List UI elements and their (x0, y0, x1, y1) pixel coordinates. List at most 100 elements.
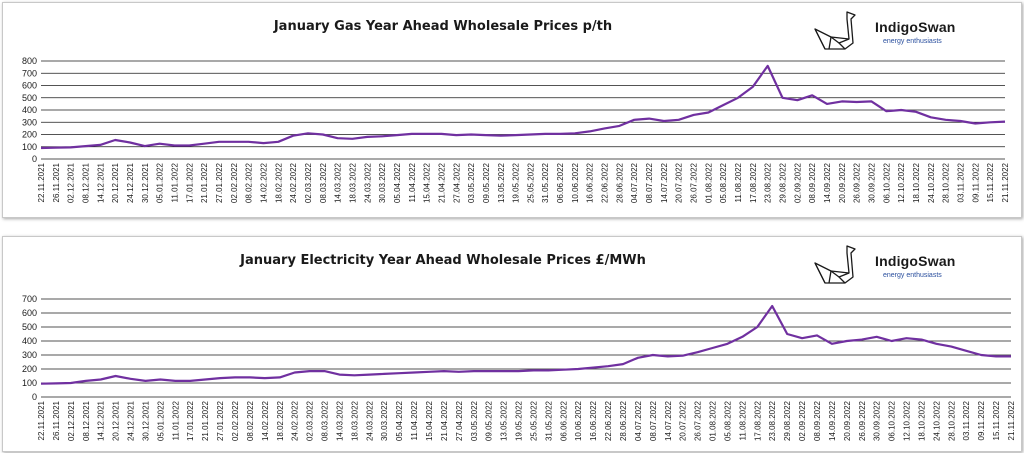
x-tick-label: 24.10.2022 (932, 400, 941, 441)
x-tick-label: 26.11.2021 (52, 162, 61, 202)
x-tick-label: 27.04.2022 (455, 400, 464, 441)
x-tick-label: 09.05.2022 (482, 162, 491, 203)
x-tick-label: 16.06.2022 (589, 400, 598, 441)
x-tick-label: 01.08.2022 (704, 162, 713, 203)
x-tick-label: 24.10.2022 (927, 162, 936, 203)
x-tick-label: 14.07.2022 (664, 400, 673, 441)
x-tick-label: 15.04.2022 (423, 162, 432, 203)
x-tick-label: 02.09.2022 (798, 400, 807, 441)
x-tick-label: 27.04.2022 (452, 162, 461, 203)
y-tick-label: 700 (22, 294, 37, 304)
x-tick-label: 05.08.2022 (719, 162, 728, 203)
x-tick-label: 31.05.2022 (544, 400, 553, 441)
x-tick-label: 18.10.2022 (917, 400, 926, 441)
x-tick-label: 08.07.2022 (649, 400, 658, 441)
x-tick-label: 18.02.2022 (276, 400, 285, 441)
y-tick-label: 100 (22, 142, 37, 152)
y-tick-label: 200 (22, 130, 37, 140)
x-tick-label: 04.07.2022 (630, 162, 639, 203)
x-tick-label: 18.10.2022 (912, 162, 921, 203)
chart-plot: 0 100 200 300 400 500 600 700 800 22.11.2021 26.11… (22, 56, 1010, 203)
x-tick-label: 26.07.2022 (694, 400, 703, 441)
x-tick-label: 10.06.2022 (571, 162, 580, 203)
x-tick-label: 14.09.2022 (828, 400, 837, 441)
x-tick-label: 03.05.2022 (467, 162, 476, 203)
x-tick-label: 27.01.2022 (216, 400, 225, 441)
x-tick-label: 19.05.2022 (515, 400, 524, 441)
x-tick-label: 21.01.2022 (200, 162, 209, 203)
x-tick-label: 05.01.2022 (156, 400, 165, 441)
x-tick-label: 30.03.2022 (380, 400, 389, 441)
y-tick-label: 0 (32, 392, 37, 402)
x-tick-label: 13.05.2022 (497, 162, 506, 203)
x-tick-label: 17.08.2022 (749, 162, 758, 203)
x-tick-label: 21.04.2022 (437, 162, 446, 203)
x-tick-label: 22.11.2021 (37, 162, 46, 202)
gas-price-chart: January Gas Year Ahead Wholesale Prices … (2, 2, 1022, 218)
x-tick-label: 21.11.2022 (1007, 400, 1016, 440)
x-tick-label: 24.03.2022 (363, 162, 372, 203)
logo-name: IndigoSwan (875, 19, 956, 35)
x-tick-label: 28.10.2022 (947, 400, 956, 441)
x-tick-label: 06.10.2022 (888, 400, 897, 441)
x-tick-label: 29.08.2022 (783, 400, 792, 441)
series-line (40, 304, 1011, 385)
x-tick-label: 03.11.2022 (962, 400, 971, 440)
x-tick-label: 08.03.2022 (319, 162, 328, 203)
x-tick-label: 20.09.2022 (838, 162, 847, 203)
y-tick-label: 300 (22, 350, 37, 360)
x-tick-label: 26.11.2021 (52, 400, 61, 440)
x-tick-label: 17.08.2022 (753, 400, 762, 441)
x-tick-label: 15.11.2022 (986, 162, 995, 202)
x-tick-label: 31.05.2022 (541, 162, 550, 203)
x-tick-label: 11.08.2022 (734, 162, 743, 202)
x-tick-label: 05.04.2022 (393, 162, 402, 203)
y-tick-label: 100 (22, 378, 37, 388)
x-tick-label: 28.06.2022 (619, 400, 628, 441)
x-tick-label: 24.02.2022 (289, 162, 298, 203)
x-tick-label: 01.08.2022 (709, 400, 718, 441)
x-tick-label: 20.07.2022 (679, 400, 688, 441)
x-tick-label: 09.11.2022 (977, 400, 986, 440)
x-tick-label: 14.03.2022 (335, 400, 344, 441)
y-tick-label: 200 (22, 364, 37, 374)
chart-title: January Electricity Year Ahead Wholesale… (240, 253, 646, 268)
x-tick-label: 20.12.2021 (111, 162, 120, 203)
y-tick-label: 300 (22, 117, 37, 127)
x-tick-label: 14.02.2022 (261, 400, 270, 441)
x-tick-label: 05.04.2022 (395, 400, 404, 441)
x-tick-label: 14.12.2021 (97, 400, 106, 441)
x-tick-label: 26.09.2022 (858, 400, 867, 441)
x-tick-label: 15.04.2022 (425, 400, 434, 441)
x-tick-label: 02.12.2021 (67, 400, 76, 441)
x-tick-label: 30.09.2022 (873, 400, 882, 441)
x-tick-label: 11.04.2022 (408, 162, 417, 202)
x-tick-label: 11.01.2022 (170, 162, 179, 202)
x-tick-label: 09.05.2022 (485, 400, 494, 441)
x-tick-label: 11.08.2022 (738, 400, 747, 440)
x-tick-label: 08.03.2022 (321, 400, 330, 441)
x-tick-label: 14.07.2022 (660, 162, 669, 203)
x-tick-label: 19.05.2022 (512, 162, 521, 203)
x-tick-label: 27.01.2022 (215, 162, 224, 203)
origami-swan-icon (814, 245, 856, 284)
x-tick-label: 23.08.2022 (768, 400, 777, 441)
x-tick-label: 13.05.2022 (500, 400, 509, 441)
x-tick-label: 16.06.2022 (586, 162, 595, 203)
x-tick-label: 24.03.2022 (365, 400, 374, 441)
x-tick-label: 14.09.2022 (823, 162, 832, 203)
x-tick-label: 02.02.2022 (230, 162, 239, 203)
x-tick-label: 17.01.2022 (185, 162, 194, 203)
x-tick-label: 18.02.2022 (274, 162, 283, 203)
x-tick-label: 24.12.2021 (126, 162, 135, 203)
y-tick-label: 500 (22, 93, 37, 103)
x-tick-label: 06.10.2022 (882, 162, 891, 203)
x-tick-label: 25.05.2022 (529, 400, 538, 441)
x-tick-label: 06.06.2022 (556, 162, 565, 203)
y-tick-label: 800 (22, 56, 37, 66)
x-tick-label: 18.03.2022 (350, 400, 359, 441)
series-line (40, 64, 1006, 150)
x-tick-label: 08.09.2022 (808, 162, 817, 203)
x-tick-label: 30.12.2021 (141, 400, 150, 441)
y-tick-label: 0 (32, 154, 37, 164)
